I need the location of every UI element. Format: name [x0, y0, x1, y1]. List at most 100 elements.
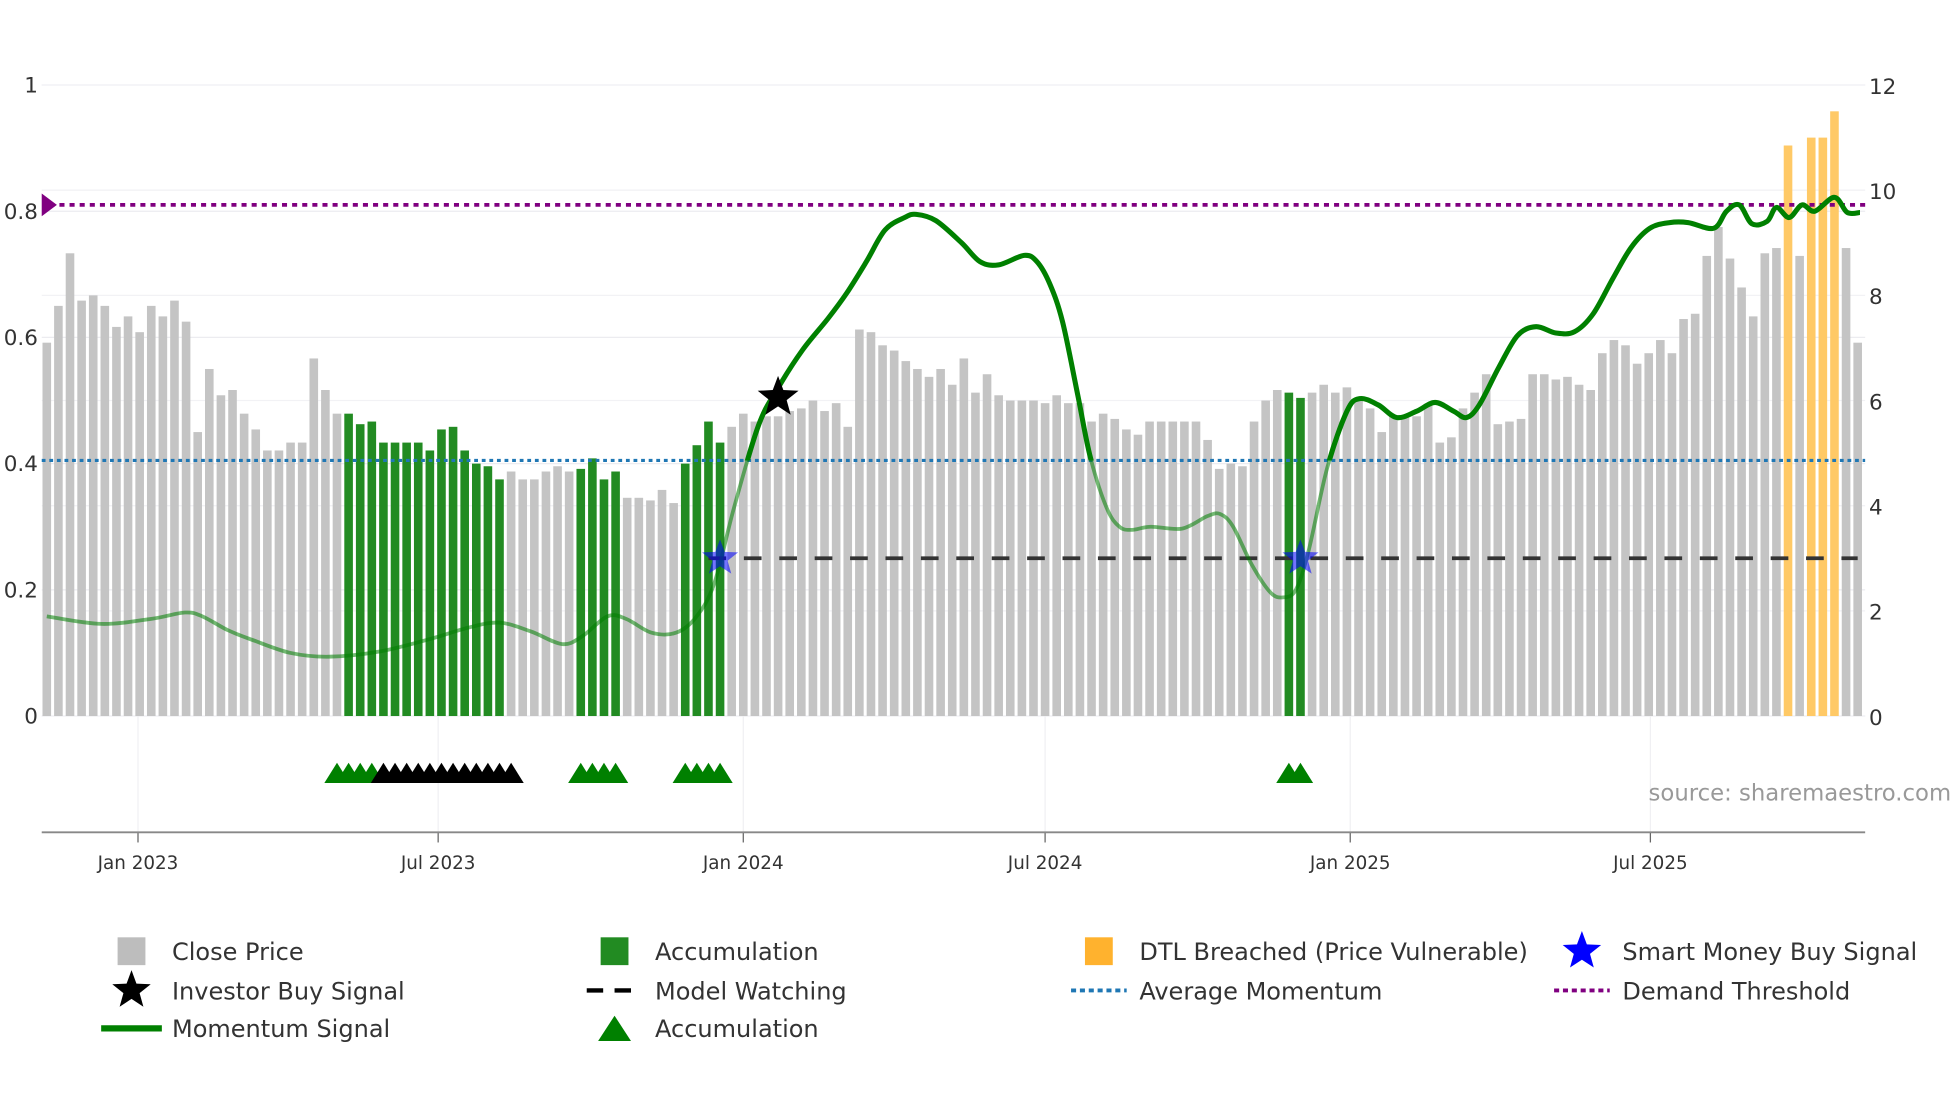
close-price-bar	[1621, 345, 1630, 717]
close-price-bar	[1226, 463, 1236, 717]
accumulation-bar	[344, 413, 353, 717]
close-price-bar	[1040, 403, 1050, 717]
legend-item: Average Momentum	[1071, 977, 1382, 1005]
close-price-bar	[1493, 424, 1503, 717]
signal-lines	[41, 193, 1866, 659]
close-price-bar	[530, 479, 539, 717]
close-price-bar	[959, 358, 969, 717]
close-price-bar	[263, 450, 272, 717]
close-price-bar	[1087, 421, 1096, 717]
accumulation-bar	[367, 421, 377, 717]
close-price-bar	[1133, 434, 1143, 717]
close-price-bar	[77, 300, 86, 717]
close-price-bar	[947, 384, 957, 717]
close-price-bar	[1319, 384, 1328, 717]
close-price-bar	[1110, 418, 1120, 717]
legend-square-icon	[117, 937, 146, 966]
close-price-bar	[1690, 313, 1700, 717]
accumulation-bar	[425, 450, 435, 717]
accumulation-bar	[379, 442, 388, 717]
close-price-bar	[506, 471, 516, 717]
close-price-bar	[1423, 405, 1433, 717]
close-price-bar	[866, 332, 876, 717]
accumulation-bar	[390, 442, 400, 717]
demand-threshold-marker	[41, 193, 57, 217]
legend-triangle-icon	[598, 1015, 631, 1041]
close-price-bar	[889, 350, 899, 717]
close-price-bar	[913, 368, 922, 717]
legend-star-icon	[1562, 930, 1602, 968]
left-tick-label: 0.8	[4, 200, 38, 225]
accumulation-bar	[495, 479, 504, 717]
close-price-bar	[936, 368, 945, 717]
legend-label: Average Momentum	[1139, 977, 1382, 1005]
close-price-bar	[146, 305, 156, 717]
investor-buy-star	[757, 375, 799, 415]
close-price-bar	[1435, 442, 1445, 717]
close-price-bar	[1145, 421, 1154, 717]
close-price-bar	[738, 413, 748, 717]
close-price-bar	[541, 471, 551, 717]
right-tick-label: 8	[1869, 285, 1883, 310]
close-price-bar	[518, 479, 528, 717]
accumulation-bar	[692, 445, 702, 717]
close-price-bar	[1156, 421, 1166, 717]
close-price-bar	[321, 390, 330, 717]
close-price-bar	[1331, 392, 1340, 717]
close-price-bar	[42, 342, 52, 717]
close-price-bar	[564, 471, 574, 717]
close-price-bar	[1574, 384, 1584, 717]
legend-star-icon	[112, 970, 151, 1007]
close-price-bar	[553, 466, 562, 717]
close-price-bar	[1725, 258, 1735, 717]
x-tick-label: Jan 2024	[702, 853, 784, 874]
close-price-bar	[205, 368, 214, 717]
close-price-bar	[1656, 340, 1665, 717]
close-price-bar	[1412, 416, 1421, 717]
close-price-bar	[773, 416, 783, 717]
x-tick-label: Jul 2025	[1612, 853, 1688, 874]
accumulation-bar	[413, 442, 423, 717]
close-price-bar	[1841, 248, 1851, 717]
close-price-bar	[1052, 395, 1062, 717]
accumulation-bar	[704, 421, 713, 717]
close-price-bar	[1389, 416, 1398, 717]
close-price-bar	[669, 503, 678, 717]
close-price-bar	[1772, 248, 1781, 717]
right-tick-label: 6	[1869, 390, 1883, 415]
legend-item: Model Watching	[586, 977, 847, 1005]
accumulation-triangle	[602, 762, 629, 784]
close-price-bar	[286, 442, 295, 717]
close-price-bar	[1272, 390, 1282, 717]
legend-item: Investor Buy Signal	[112, 970, 405, 1007]
close-price-bar	[1122, 429, 1131, 717]
left-tick-label: 0.6	[4, 326, 38, 351]
close-price-bar	[332, 413, 342, 717]
x-tick-label: Jul 2023	[400, 853, 476, 874]
close-price-bar	[808, 400, 818, 717]
close-price-bar	[1667, 353, 1677, 717]
close-price-bar	[1714, 226, 1723, 717]
close-price-bar	[1400, 416, 1410, 717]
momentum-signal-line-strong	[744, 194, 1861, 461]
close-price-bar	[1342, 387, 1352, 717]
dtl-breached-bar	[1818, 137, 1828, 717]
close-price-bar	[785, 411, 795, 717]
close-price-bar	[1180, 421, 1189, 717]
close-price-bar	[1563, 376, 1572, 717]
close-price-bar	[112, 326, 121, 717]
investor-accumulation-triangle	[498, 762, 524, 784]
right-tick-label: 0	[1869, 706, 1883, 731]
close-price-bar	[65, 253, 75, 717]
accumulation-bar	[402, 442, 411, 717]
momentum-signal-line-weak	[46, 460, 1332, 659]
accumulation-bar	[448, 426, 458, 717]
close-price-bar	[1505, 421, 1514, 717]
smart-money-buy-star	[702, 539, 739, 574]
x-tick-label: Jan 2023	[97, 853, 179, 874]
close-price-bar	[1191, 421, 1201, 717]
legend-item: Demand Threshold	[1554, 977, 1850, 1005]
accumulation-bar	[576, 468, 586, 717]
legend-label: DTL Breached (Price Vulnerable)	[1139, 938, 1528, 966]
dtl-breached-bar	[1830, 111, 1839, 717]
